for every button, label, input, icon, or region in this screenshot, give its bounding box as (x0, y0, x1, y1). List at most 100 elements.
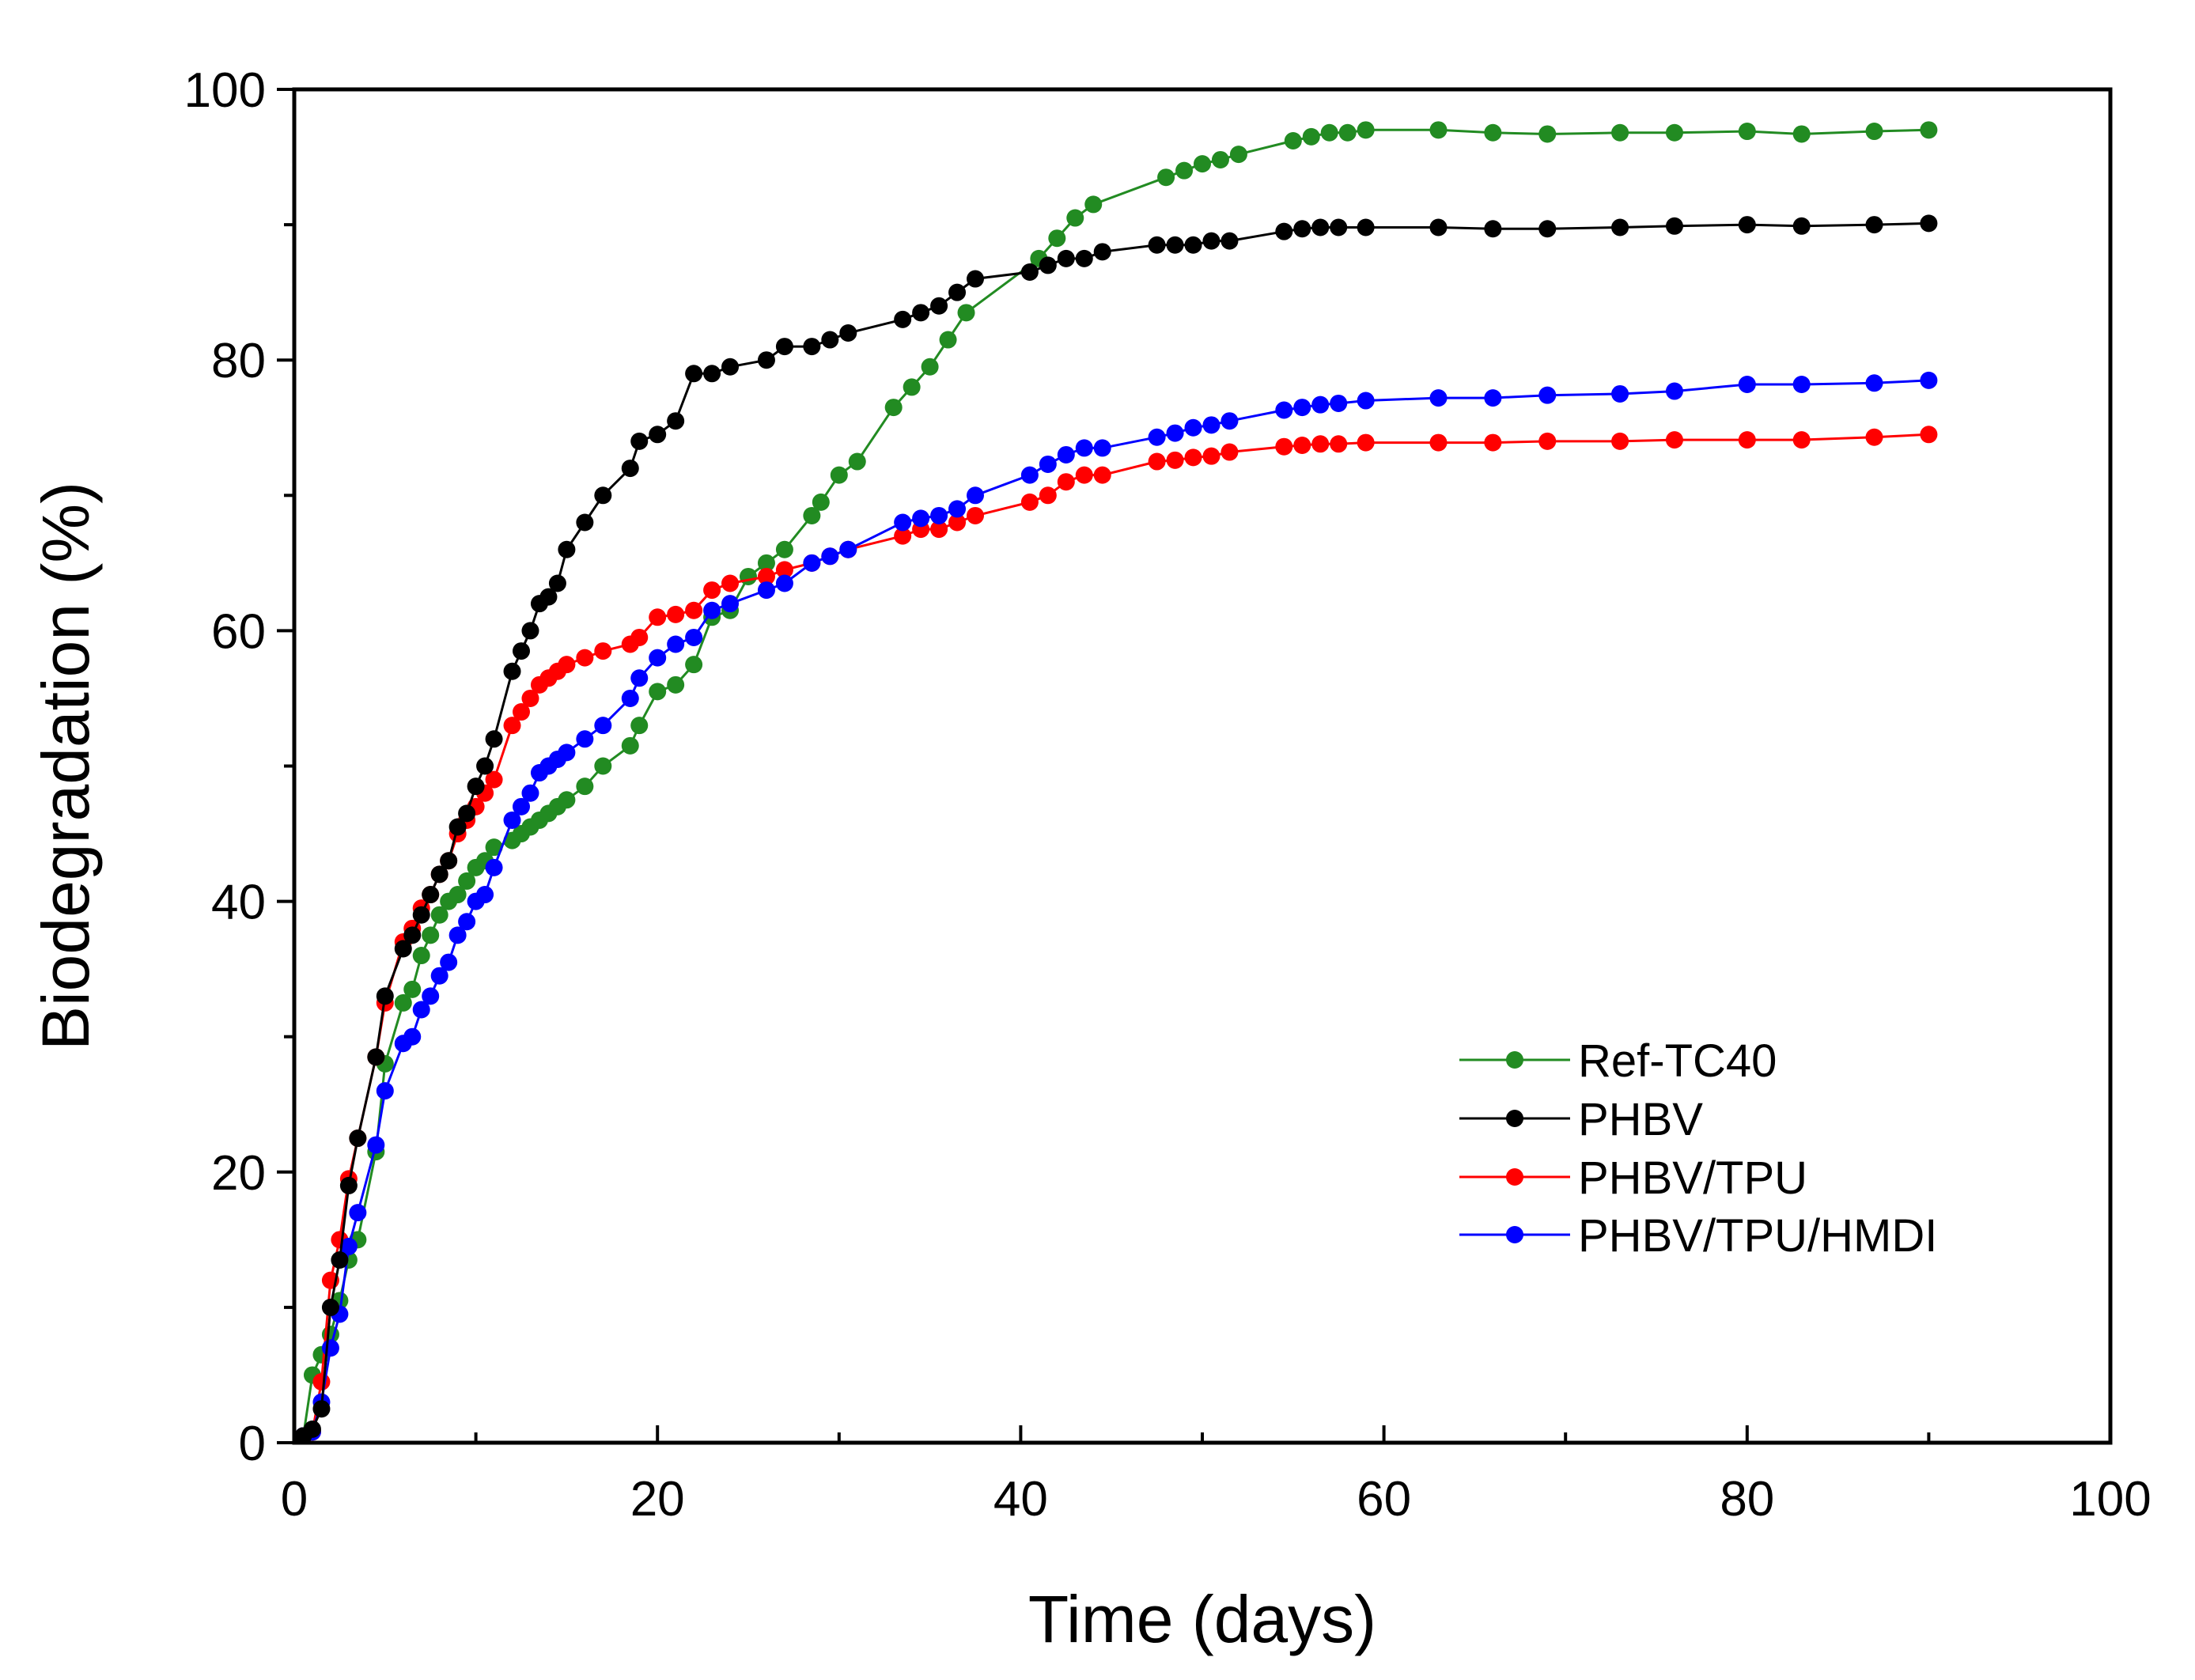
data-point (1792, 431, 1811, 449)
data-point (775, 338, 793, 356)
data-point (957, 304, 975, 322)
x-axis-title: Time (days) (1028, 1582, 1376, 1656)
data-point (775, 540, 793, 558)
data-point (721, 574, 740, 592)
data-point (403, 1027, 422, 1046)
data-point (912, 509, 930, 528)
data-point (1792, 125, 1811, 143)
data-point (1275, 437, 1293, 456)
data-point (548, 574, 566, 592)
legend-item: PHBV/TPU (1459, 1152, 1807, 1204)
data-point (503, 662, 521, 680)
data-point (1093, 439, 1111, 457)
data-point (1357, 218, 1375, 236)
series-layer (294, 121, 1938, 1445)
data-point (1920, 214, 1938, 233)
data-point (539, 588, 558, 606)
data-point (757, 567, 775, 585)
data-point (1429, 433, 1448, 452)
data-point (757, 554, 775, 572)
data-point (594, 717, 612, 735)
data-point (458, 804, 476, 823)
data-point (448, 886, 467, 904)
data-point (1302, 127, 1320, 146)
legend-marker (1506, 1226, 1523, 1243)
data-point (1330, 394, 1348, 412)
data-point (440, 852, 458, 870)
data-point (630, 717, 649, 735)
series-phbv (294, 214, 1938, 1445)
data-point (1194, 155, 1211, 173)
data-point (1075, 249, 1093, 267)
data-point (503, 717, 521, 735)
data-point (1048, 229, 1066, 248)
data-point (448, 818, 467, 836)
data-point (339, 1237, 358, 1255)
data-point (1792, 217, 1811, 235)
data-point (803, 338, 821, 356)
x-tick-label: 20 (630, 1472, 685, 1527)
axis-ticks: 0 20 40 60 80 100 0 20 40 60 80 100 (184, 63, 2151, 1527)
data-point (1738, 431, 1756, 449)
data-point (513, 797, 530, 815)
data-point (1538, 432, 1557, 450)
data-point (1057, 473, 1075, 491)
data-point (1738, 216, 1756, 234)
data-point (1792, 375, 1811, 393)
data-point (339, 1176, 358, 1194)
data-point (576, 513, 594, 532)
data-point (422, 886, 440, 904)
data-point (430, 906, 448, 924)
data-point (685, 365, 703, 383)
data-point (367, 1048, 385, 1066)
data-point (1202, 447, 1220, 465)
data-point (412, 1001, 430, 1019)
data-point (349, 1129, 367, 1148)
y-tick-label: 60 (211, 604, 266, 659)
data-point (1066, 209, 1084, 227)
data-point (740, 567, 757, 585)
data-point (485, 770, 503, 789)
data-point (1484, 433, 1502, 452)
data-point (1039, 486, 1057, 505)
data-point (1357, 433, 1375, 452)
data-point (1538, 386, 1557, 404)
data-point (1148, 236, 1166, 254)
data-point (649, 683, 667, 701)
data-point (1211, 150, 1229, 168)
data-point (521, 622, 539, 640)
data-point (884, 399, 903, 417)
data-point (921, 358, 939, 376)
data-point (521, 689, 539, 707)
data-point (757, 351, 775, 369)
data-point (1039, 455, 1057, 473)
legend-item: PHBV (1459, 1094, 1703, 1145)
data-point (667, 635, 685, 653)
data-point (1429, 389, 1448, 407)
data-point (1738, 375, 1756, 393)
data-point (521, 784, 539, 802)
data-point (349, 1204, 367, 1222)
y-axis-title: Biodegradation (%) (28, 482, 103, 1050)
data-point (967, 270, 984, 288)
data-point (775, 561, 793, 579)
data-point (948, 513, 967, 532)
data-point (367, 1136, 385, 1154)
data-point (1057, 445, 1075, 464)
data-point (1093, 466, 1111, 484)
data-point (321, 1339, 339, 1357)
data-point (839, 540, 857, 558)
data-point (594, 757, 612, 775)
data-point (440, 953, 458, 971)
data-point (848, 452, 866, 471)
data-point (312, 1373, 331, 1391)
data-point (894, 310, 912, 328)
data-point (1184, 236, 1202, 254)
data-point (812, 493, 830, 511)
data-point (1020, 493, 1039, 511)
data-point (558, 656, 576, 674)
data-point (1920, 426, 1938, 444)
data-point (930, 520, 948, 539)
data-point (821, 547, 839, 566)
